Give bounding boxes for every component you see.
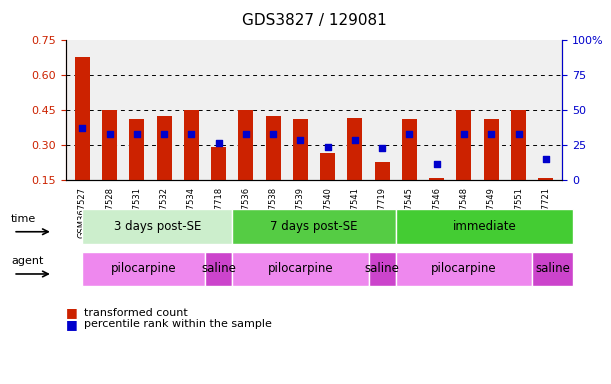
- Bar: [396, 209, 573, 244]
- Point: [214, 139, 224, 146]
- Text: pilocarpine: pilocarpine: [268, 262, 333, 275]
- Text: ■: ■: [66, 318, 78, 331]
- Bar: [75, 57, 90, 180]
- Bar: [232, 209, 396, 244]
- Text: 3 days post-SE: 3 days post-SE: [114, 220, 201, 233]
- Bar: [156, 116, 172, 180]
- Point: [514, 131, 524, 137]
- Point: [350, 137, 360, 143]
- Point: [78, 125, 87, 131]
- Point: [268, 131, 278, 137]
- Text: pilocarpine: pilocarpine: [431, 262, 497, 275]
- Bar: [184, 110, 199, 180]
- Point: [459, 131, 469, 137]
- Text: transformed count: transformed count: [84, 308, 188, 318]
- Text: agent: agent: [11, 256, 43, 266]
- Bar: [348, 118, 362, 180]
- Bar: [130, 119, 144, 180]
- Text: 7 days post-SE: 7 days post-SE: [270, 220, 358, 233]
- Text: saline: saline: [201, 262, 236, 275]
- Text: pilocarpine: pilocarpine: [111, 262, 177, 275]
- Text: ■: ■: [66, 306, 78, 319]
- Text: time: time: [11, 214, 36, 224]
- Point: [159, 131, 169, 137]
- Bar: [82, 252, 205, 286]
- Bar: [266, 116, 280, 180]
- Point: [432, 161, 442, 167]
- Bar: [320, 153, 335, 180]
- Point: [186, 131, 196, 137]
- Bar: [238, 110, 254, 180]
- Bar: [538, 178, 554, 180]
- Bar: [232, 252, 368, 286]
- Bar: [205, 252, 232, 286]
- Bar: [375, 162, 390, 180]
- Point: [296, 137, 306, 143]
- Bar: [102, 110, 117, 180]
- Text: immediate: immediate: [453, 220, 516, 233]
- Point: [132, 131, 142, 137]
- Text: saline: saline: [535, 262, 570, 275]
- Bar: [396, 252, 532, 286]
- Bar: [211, 147, 226, 180]
- Text: percentile rank within the sample: percentile rank within the sample: [84, 319, 272, 329]
- Point: [541, 156, 551, 162]
- Point: [486, 131, 496, 137]
- Bar: [82, 209, 232, 244]
- Text: saline: saline: [365, 262, 400, 275]
- Point: [104, 131, 114, 137]
- Point: [404, 131, 414, 137]
- Bar: [456, 110, 472, 180]
- Bar: [532, 252, 573, 286]
- Bar: [511, 110, 526, 180]
- Point: [378, 145, 387, 151]
- Point: [241, 131, 251, 137]
- Bar: [402, 119, 417, 180]
- Point: [323, 144, 332, 151]
- Text: GDS3827 / 129081: GDS3827 / 129081: [242, 13, 386, 28]
- Bar: [293, 119, 308, 180]
- Bar: [484, 119, 499, 180]
- Bar: [368, 252, 396, 286]
- Bar: [429, 178, 444, 180]
